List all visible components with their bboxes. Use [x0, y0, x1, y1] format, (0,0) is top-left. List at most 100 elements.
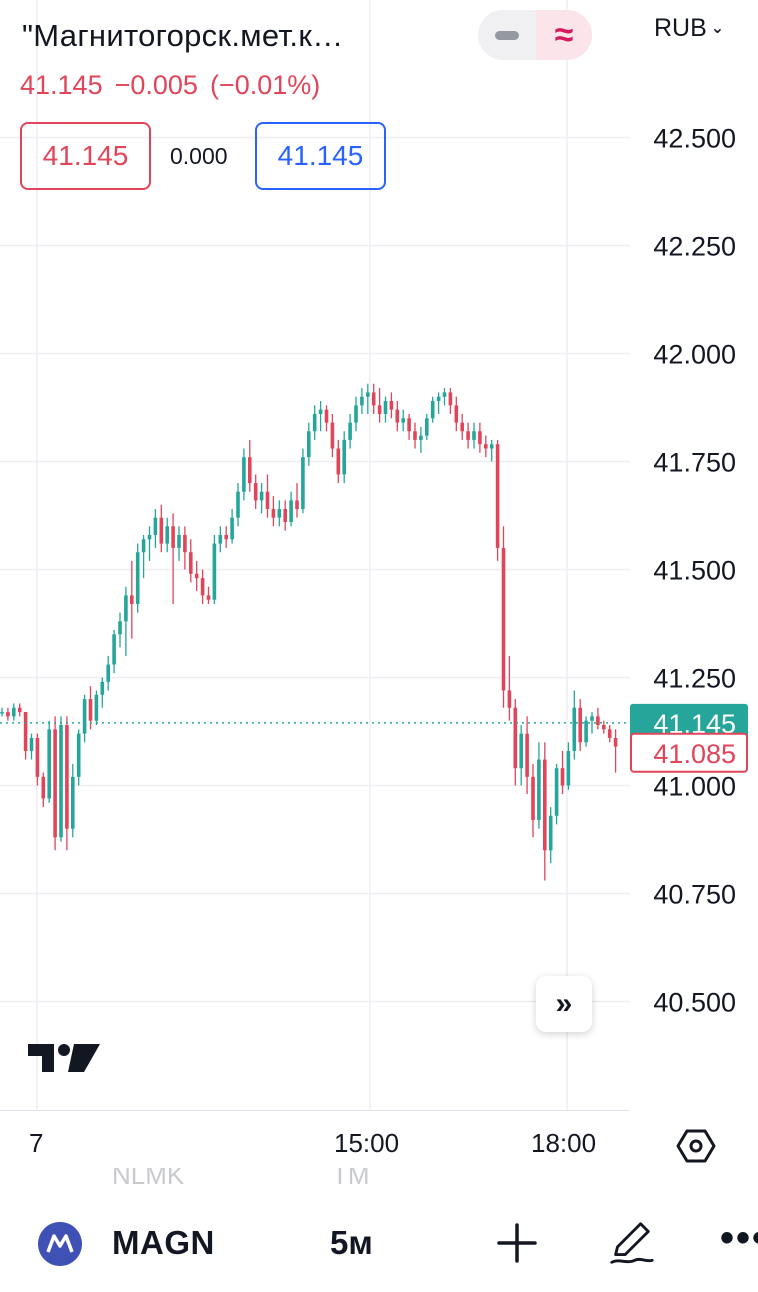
compare-button[interactable]: ≈	[536, 10, 592, 60]
chart-settings-icon[interactable]	[676, 1126, 716, 1166]
candle-body	[183, 534, 187, 553]
candle-body	[224, 534, 228, 540]
candle-body	[566, 750, 571, 786]
drawing-tools-button[interactable]	[606, 1218, 656, 1268]
candle-body	[377, 405, 382, 414]
y-axis-tick-label: 42.250	[653, 232, 736, 262]
ghost-symbol-mid: TM	[332, 1168, 370, 1190]
symbol-logo-icon[interactable]	[38, 1222, 82, 1266]
candle-body	[65, 725, 69, 829]
candle-body	[6, 712, 10, 717]
candle-body	[436, 396, 441, 402]
candle-body	[430, 401, 435, 419]
candle-body	[307, 431, 311, 458]
time-label-1500: 15:00	[334, 1128, 400, 1158]
candle-body	[413, 431, 417, 440]
buy-button[interactable]: 41.145	[255, 122, 386, 190]
candle-body	[578, 707, 582, 743]
candle-body	[41, 776, 46, 799]
candle-body	[613, 737, 618, 747]
currency-selector[interactable]: RUB ⌄	[654, 14, 724, 43]
candle-body	[295, 500, 299, 510]
secondary-price-label: 41.085	[653, 739, 736, 769]
candle-body	[531, 776, 535, 821]
scroll-to-realtime-button[interactable]: »	[536, 976, 592, 1032]
time-label-day: 7	[29, 1128, 44, 1158]
candle-body	[277, 509, 282, 518]
candle-body	[513, 707, 518, 769]
minus-icon	[495, 30, 519, 40]
price-chart[interactable]: 42.500 42.250 42.000 41.750 41.500 41.250 41.0…	[0, 0, 758, 1110]
candle-body	[312, 413, 317, 432]
symbol-title[interactable]: "Магнитогорск.мет.к…	[22, 18, 344, 53]
candle-body	[602, 725, 606, 730]
y-axis-tick-label: 41.750	[653, 448, 736, 478]
pen-icon	[610, 1222, 654, 1264]
candle-body	[265, 491, 270, 510]
candle-body	[324, 409, 329, 423]
y-axis-tick-label: 42.000	[653, 340, 736, 370]
candle-body	[259, 491, 264, 501]
candle-body	[29, 737, 34, 751]
candle-body	[253, 483, 258, 501]
candle-body	[242, 457, 246, 492]
last-price: 41.145	[20, 70, 103, 100]
sell-button[interactable]: 41.145	[20, 122, 151, 190]
y-axis-tick-label: 41.250	[653, 664, 736, 694]
candle-body	[425, 418, 429, 436]
candle-body	[460, 422, 464, 432]
chevron-down-icon: ⌄	[710, 19, 725, 37]
candle-body	[330, 422, 335, 449]
candle-body	[230, 517, 234, 540]
symbol-button[interactable]: MAGN	[112, 1224, 215, 1261]
candle-body	[442, 392, 447, 397]
price-change: −0.005	[114, 70, 198, 100]
candle-body	[189, 552, 193, 574]
candle-body	[383, 401, 388, 414]
y-axis-tick-label: 41.500	[653, 556, 736, 586]
candle-body	[484, 444, 488, 449]
minimize-button[interactable]	[478, 10, 536, 60]
candle-body	[194, 573, 199, 579]
candle-body	[407, 418, 411, 432]
spread-value: 0.000	[170, 143, 228, 169]
candle-body	[548, 815, 553, 851]
time-axis-divider	[0, 1110, 630, 1111]
candle-body	[360, 396, 364, 406]
candle-body	[596, 716, 600, 726]
candle-body	[236, 491, 240, 518]
candle-body	[100, 681, 105, 695]
candle-body	[507, 690, 512, 708]
candle-body	[271, 509, 276, 518]
candle-body	[283, 509, 287, 522]
candle-body	[448, 392, 453, 406]
candle-body	[336, 448, 341, 475]
candle-body	[389, 401, 394, 410]
candle-body	[88, 699, 93, 721]
candle-body	[401, 418, 405, 423]
last-price-badge	[630, 703, 748, 742]
candle-body	[82, 699, 87, 734]
candle-body	[478, 431, 482, 445]
candle-body	[124, 595, 128, 622]
candle-body	[301, 457, 305, 510]
candle-body	[171, 526, 175, 548]
price-change-percent: (−0.01%)	[209, 70, 321, 100]
currency-label: RUB	[654, 14, 707, 42]
timeframe-button[interactable]: 5м	[330, 1224, 373, 1261]
candle-body	[501, 547, 506, 691]
candle-body	[0, 712, 4, 714]
candle-body	[94, 694, 99, 721]
secondary-price-badge	[630, 732, 748, 773]
plus-icon	[497, 1223, 537, 1263]
more-options-icon[interactable]: •••	[720, 1216, 758, 1260]
candle-body	[371, 392, 376, 406]
candle-body	[289, 500, 293, 522]
candle-body	[248, 457, 252, 484]
candle-body	[395, 409, 400, 423]
candle-body	[141, 539, 146, 553]
quote-line: 41.145 −0.005 (−0.01%)	[20, 70, 332, 101]
candle-body	[153, 517, 158, 535]
chart-mode-toggle[interactable]: ≈	[478, 10, 592, 60]
add-button[interactable]	[492, 1218, 542, 1268]
